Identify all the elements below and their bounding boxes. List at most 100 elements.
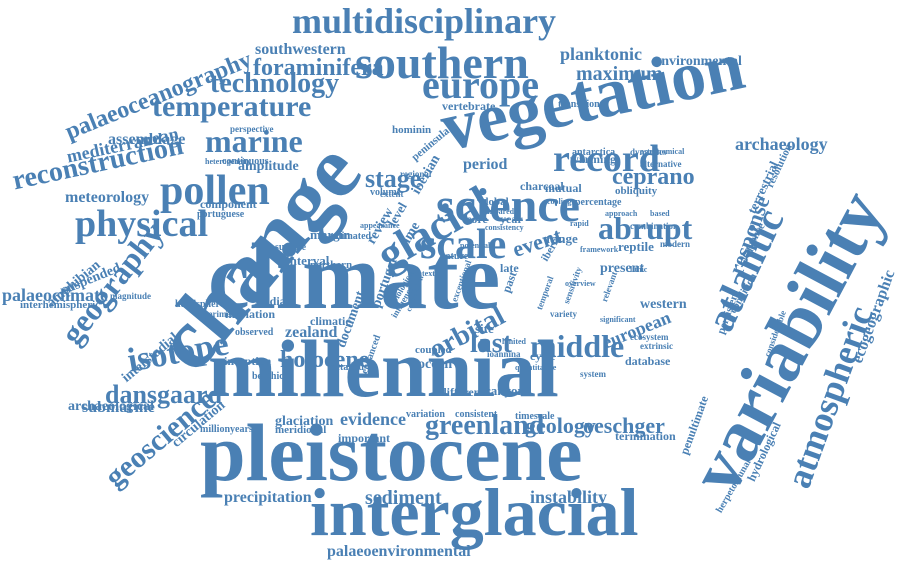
cloud-word-amplitude: amplitude xyxy=(238,159,299,174)
cloud-word-range: range xyxy=(546,231,578,246)
cloud-word-context: context xyxy=(410,269,435,278)
cloud-word-climatic: climatic xyxy=(310,314,351,328)
cloud-word-regional: regional xyxy=(400,169,432,179)
cloud-word-year: year xyxy=(500,212,523,226)
cloud-word-vertebrate: vertebrate xyxy=(442,99,496,113)
cloud-word-dynamics: dynamics xyxy=(630,147,667,157)
cloud-word-alternative: alternative xyxy=(640,159,682,169)
cloud-word-obliquity: obliquity xyxy=(615,185,658,197)
cloud-word-instability: instability xyxy=(530,487,608,507)
cloud-word-abrupt: abrupt xyxy=(598,210,693,246)
cloud-word-experiment: experiment xyxy=(195,309,239,319)
cloud-word-pleistocene: pleistocene xyxy=(200,407,583,498)
cloud-word-holocene: holocene xyxy=(280,347,370,373)
cloud-word-nature: nature xyxy=(440,251,469,262)
cloud-word-warming: warming xyxy=(570,152,616,166)
cloud-word-database: database xyxy=(625,354,671,368)
cloud-word-scale: scale xyxy=(420,222,507,268)
cloud-word-variety: variety xyxy=(550,309,577,319)
cloud-word-greenland: greenland xyxy=(425,410,545,441)
cloud-word-site: site xyxy=(475,321,494,336)
cloud-word-heterogeneity: heterogeneity xyxy=(205,157,252,166)
cloud-word-timescale: timescale xyxy=(515,411,555,422)
cloud-word-physical: physical xyxy=(75,203,209,245)
cloud-word-consistency: consistency xyxy=(485,223,524,232)
cloud-word-geology: geology xyxy=(525,413,596,438)
cloud-word-southwestern: southwestern xyxy=(255,41,346,58)
cloud-word-insolation: insolation xyxy=(225,307,276,321)
cloud-word-astronomical: astronomical xyxy=(640,147,685,156)
cloud-word-detailed: detailed xyxy=(330,362,364,373)
cloud-word-ceprano: ceprano xyxy=(612,164,695,190)
cloud-word-extrinsic: extrinsic xyxy=(640,341,673,351)
cloud-word-marine: marine xyxy=(205,123,303,159)
cloud-word-planktonic: planktonic xyxy=(560,44,643,64)
cloud-word-environmental: environmental xyxy=(655,54,742,69)
cloud-word-meridional: meridional xyxy=(275,424,327,436)
cloud-word-sediment: sediment xyxy=(365,487,442,509)
cloud-word-significant: significant xyxy=(600,315,636,324)
cloud-word-core: core xyxy=(466,212,488,226)
cloud-word-southern: southern xyxy=(355,37,529,88)
cloud-word-modern: modern xyxy=(660,239,690,249)
cloud-word-meteorology: meteorology xyxy=(65,189,150,206)
cloud-word-estimated: estimated xyxy=(330,231,372,242)
cloud-word-mutual: mutual xyxy=(545,181,582,195)
cloud-word-ocean: ocean xyxy=(418,357,453,372)
cloud-word-perspective: perspective xyxy=(230,124,274,134)
cloud-word-termination: termination xyxy=(615,429,676,443)
cloud-word-interhemispheric: interhemispheric xyxy=(20,299,101,311)
cloud-word-evidence: evidence xyxy=(340,409,406,429)
cloud-word-portuguese: portuguese xyxy=(197,209,245,220)
cloud-word-northern: northern xyxy=(310,259,353,271)
cloud-word-magnitude: magnitude xyxy=(110,291,152,301)
cloud-word-benthic: benthic xyxy=(252,371,284,382)
cloud-word-limited: limited xyxy=(502,337,526,346)
cloud-word-oeschger: oeschger xyxy=(583,413,665,438)
cloud-word-inception: inception xyxy=(224,354,272,368)
cloud-word-volume: volume xyxy=(370,187,402,198)
cloud-word-millionyears: millionyears xyxy=(200,424,253,435)
cloud-word-period: period xyxy=(463,156,508,173)
cloud-word-archaeological: archaeological xyxy=(68,399,155,414)
cloud-word-overview: overview xyxy=(565,279,596,288)
cloud-word-antarctica: antarctica xyxy=(572,147,616,158)
cloud-word-system: system xyxy=(580,369,606,379)
cloud-word-technology: technology xyxy=(210,68,340,99)
cloud-word-europe: europe xyxy=(422,62,540,107)
cloud-word-observed: observed xyxy=(235,327,274,338)
cloud-word-temperature: temperature xyxy=(152,90,312,123)
cloud-word-hominin: hominin xyxy=(392,124,432,136)
cloud-word-interglacial: interglacial xyxy=(310,474,639,550)
cloud-word-millennial: millennial xyxy=(208,323,559,414)
cloud-word-component: component xyxy=(200,197,257,211)
cloud-word-rapid: rapid xyxy=(570,219,589,228)
cloud-word-global: global xyxy=(480,196,509,208)
cloud-word-submarine: submarine xyxy=(82,399,155,416)
cloud-word-glaciation: glaciation xyxy=(275,414,334,429)
cloud-word-ecosystem: ecosystem xyxy=(630,332,669,342)
cloud-word-quantitative: quantitative xyxy=(515,363,557,372)
cloud-word-potential: potential xyxy=(460,241,491,250)
cloud-word-zealand: zealand xyxy=(285,324,338,341)
cloud-word-climate: climate xyxy=(208,225,501,329)
cloud-word-based: based xyxy=(650,209,670,218)
cloud-word-maximum: maximum xyxy=(576,63,663,85)
cloud-word-canyon: canyon xyxy=(485,383,525,398)
cloud-word-cycle: cycle xyxy=(530,349,556,363)
cloud-word-ioannina: ioannina xyxy=(487,349,521,359)
cloud-word-last: last xyxy=(470,328,512,359)
cloud-word-stage: stage xyxy=(365,164,422,193)
cloud-word-western: western xyxy=(640,297,687,312)
cloud-word-coupled: coupled xyxy=(415,344,452,356)
cloud-word-pollen: pollen xyxy=(160,168,270,214)
cloud-word-important: important xyxy=(338,431,390,445)
cloud-word-interval: interval xyxy=(286,253,330,268)
cloud-word-archaeology: archaeology xyxy=(735,134,828,154)
cloud-word-appearance: appearance xyxy=(360,221,400,230)
cloud-word-transition: transition xyxy=(558,99,600,110)
cloud-word-palaeoenvironmental: palaeoenvironmental xyxy=(327,543,471,560)
cloud-word-assemblage: assemblage xyxy=(108,131,186,148)
cloud-word-reptile: reptile xyxy=(618,239,654,254)
